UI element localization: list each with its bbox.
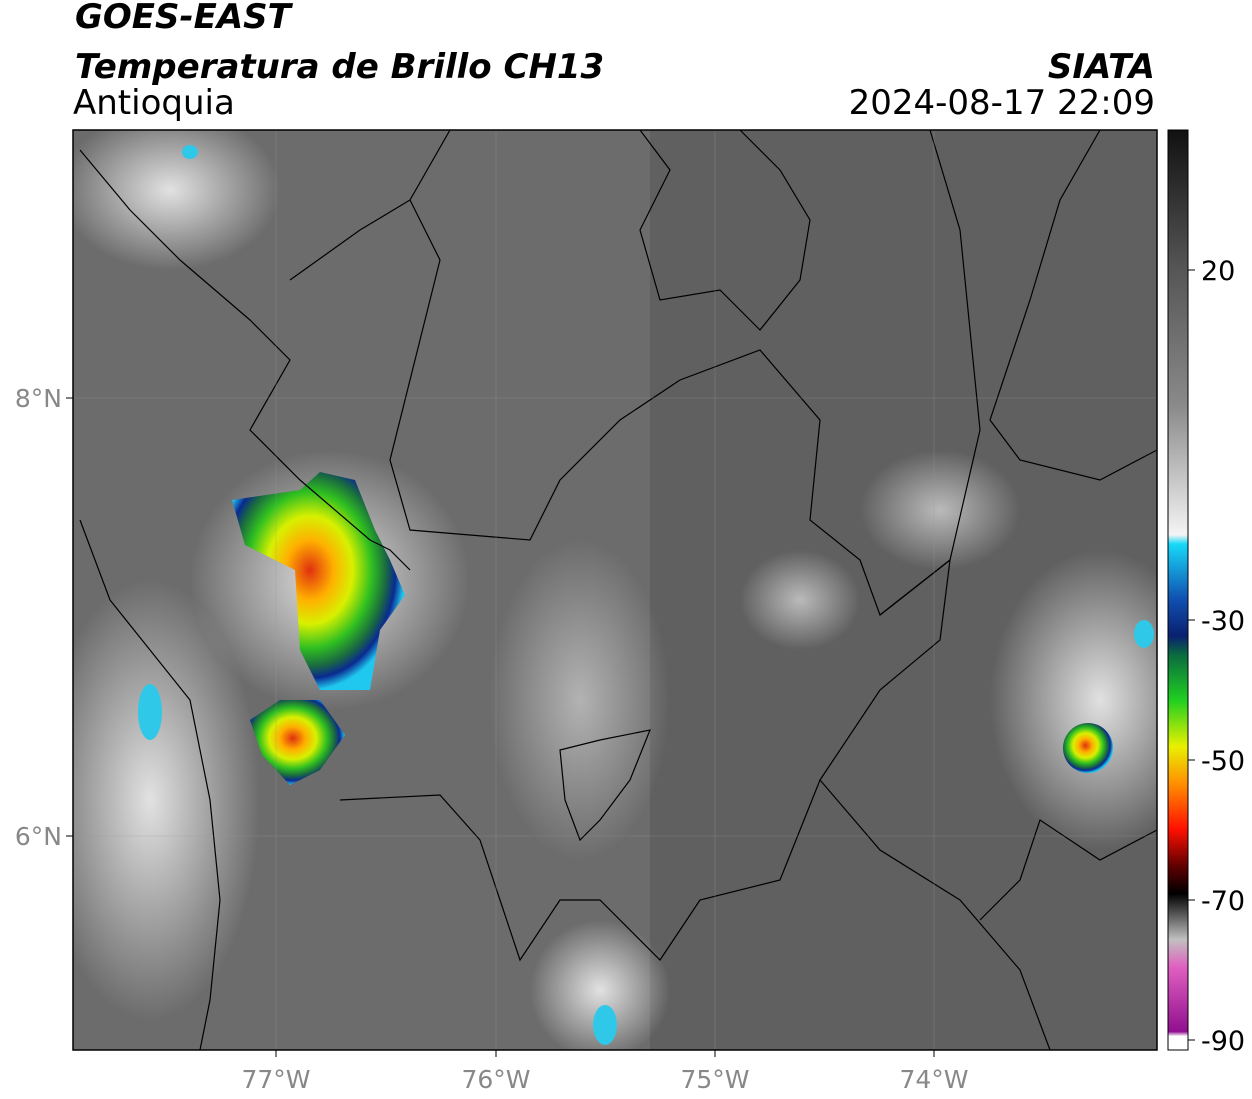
colorbar bbox=[1167, 129, 1189, 1051]
cloud bbox=[740, 550, 860, 650]
borders bbox=[79, 130, 1157, 1050]
cold-cloud bbox=[1134, 620, 1154, 648]
lon-label: 74°W bbox=[899, 1065, 968, 1094]
colorbar-label: -70 bbox=[1201, 886, 1245, 917]
subtitle: Temperatura de Brillo CH13 bbox=[75, 47, 604, 87]
cloud bbox=[990, 550, 1157, 850]
cold-cloud bbox=[138, 684, 162, 740]
datetime: 2024-08-17 22:09 bbox=[849, 83, 1155, 123]
cloud bbox=[73, 580, 260, 1020]
tick-labels: 8°N 6°N 77°W 76°W 75°W 74°W 20 -30 -50 -70 -90 bbox=[15, 256, 1245, 1094]
lon-label: 76°W bbox=[461, 1065, 530, 1094]
graticule bbox=[73, 130, 1157, 1050]
colorbar-label: -50 bbox=[1201, 746, 1245, 777]
storm-cell bbox=[250, 700, 345, 785]
colorbar-label: -30 bbox=[1201, 606, 1245, 637]
region: Antioquia bbox=[73, 83, 235, 123]
storm-cell bbox=[232, 472, 405, 690]
cold-cloud bbox=[593, 1005, 617, 1045]
cloud bbox=[860, 450, 1020, 570]
lon-label: 75°W bbox=[680, 1065, 749, 1094]
lon-label: 77°W bbox=[241, 1065, 310, 1094]
colorbar-label: 20 bbox=[1201, 256, 1235, 287]
map-image bbox=[73, 130, 1157, 1050]
lat-label: 8°N bbox=[15, 384, 62, 413]
map-frame bbox=[72, 129, 1158, 1051]
lat-label: 6°N bbox=[15, 822, 62, 851]
title: GOES-EAST bbox=[75, 0, 294, 37]
cloud bbox=[73, 130, 280, 270]
storm-cell bbox=[1063, 723, 1113, 773]
colorbar-label: -90 bbox=[1201, 1026, 1245, 1057]
source: SIATA bbox=[1048, 47, 1155, 87]
cold-cloud bbox=[182, 145, 198, 159]
cloud bbox=[530, 920, 670, 1050]
cloud bbox=[490, 540, 670, 860]
